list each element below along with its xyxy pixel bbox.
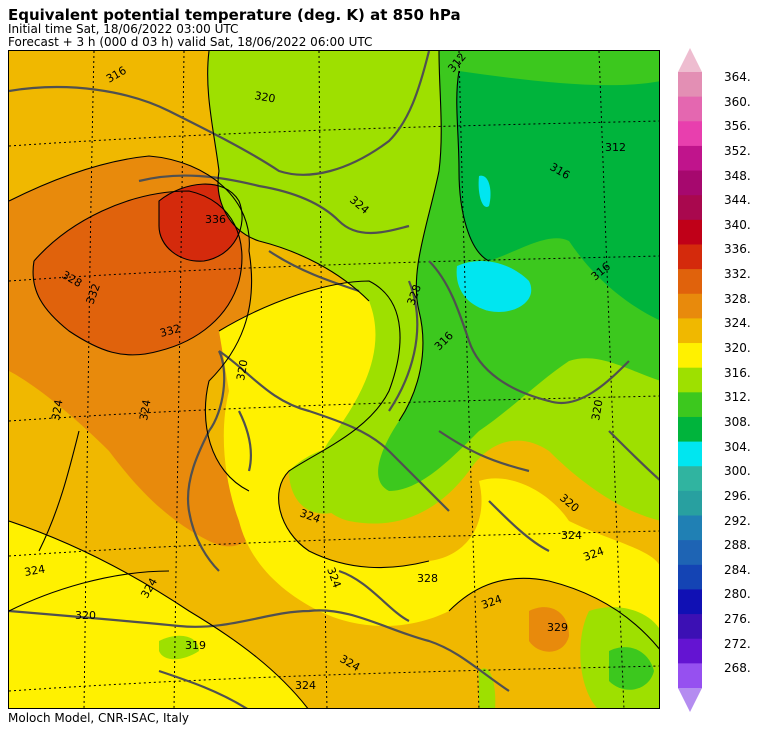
contour-label: 332 [158,322,182,340]
colorbar-level-label: 284. [724,562,751,577]
colorbar-swatch [678,293,702,319]
field-308 [456,71,659,320]
contour-label: 336 [205,213,226,226]
contour-label: 324 [49,399,65,422]
colorbar-level-label: 280. [724,587,751,602]
colorbar-level-label: 304. [724,439,751,454]
colorbar-swatch [678,318,702,344]
colorbar-level-label: 288. [724,538,751,553]
contour-label: 320 [234,359,250,382]
colorbar-arrow-top [678,48,702,72]
colorbar-swatch [678,490,702,517]
field-320-southwest [9,521,308,708]
colorbar-swatch [678,663,702,689]
contour-label: 320 [589,399,605,422]
colorbar-level-label: 360. [724,94,751,109]
contours [9,51,659,708]
colorbar-swatch [678,269,702,295]
contour-label: 320 [75,609,96,622]
coastlines [9,51,659,708]
contour-label: 324 [23,563,46,579]
colorbar-level-label: 344. [724,193,751,208]
colorbar-level-label: 312. [724,390,751,405]
colorbar-swatch [678,614,702,640]
colorbar-arrow-bottom [678,688,702,712]
contour-label: 324 [561,529,582,542]
colorbar-level-label: 336. [724,242,751,257]
colorbar-level-label: 300. [724,464,751,479]
colorbar-swatch [678,367,702,393]
colorbar-level-label: 324. [724,316,751,331]
colorbar-swatch [678,145,702,172]
colorbar-level-label: 296. [724,488,751,503]
field-312-southeast [609,647,654,690]
field-316-southwest [159,635,199,660]
colorbar-level-label: 268. [724,661,751,676]
colorbar-swatch [678,121,702,147]
colorbar-swatch [678,638,702,664]
contour-label: 324 [295,679,316,692]
colorbar-level-label: 356. [724,119,751,134]
field-304-cyan [456,261,532,312]
colorbar-swatch [678,244,702,270]
contour-label: 328 [417,572,438,585]
colorbar-level-label: 364. [724,70,751,84]
colorbar-swatch [678,219,702,245]
field-304-cyan-small [478,175,491,207]
colorbar-swatch [678,564,702,590]
colorbar-swatch [678,540,702,566]
colorbar-swatch [678,392,702,418]
colorbar-level-label: 340. [724,217,751,232]
field-316-tongue [289,444,372,514]
colorbar-swatch [678,96,702,122]
colorbar-level-label: 316. [724,365,751,380]
colorbar-level-label: 276. [724,612,751,627]
colorbar-level-label: 352. [724,143,751,158]
field-320-central [219,281,659,649]
colorbar [678,48,702,712]
colorbar-swatch [678,589,702,615]
colorbar-level-label: 320. [724,341,751,356]
contour-label: 319 [185,639,206,652]
colorbar-level-label: 272. [724,636,751,651]
colorbar-level-label: 308. [724,414,751,429]
map-title: Equivalent potential temperature (deg. K… [8,6,461,24]
colorbar-level-label: 332. [724,267,751,282]
colorbar-swatch [678,416,702,443]
contour-label: 329 [547,621,568,634]
forecast-valid-time: Forecast + 3 h (000 d 03 h) valid Sat, 1… [8,35,373,49]
colorbar-swatch [678,515,702,541]
contour-label: 320 [253,89,276,105]
contour-label: 312 [605,141,626,154]
colorbar-swatch [678,466,702,492]
colorbar-swatch [678,195,702,221]
model-credit: Moloch Model, CNR-ISAC, Italy [8,711,190,725]
initial-time: Initial time Sat, 18/06/2022 03:00 UTC [8,22,239,36]
contour-label: 324 [137,399,153,422]
colorbar-swatch [678,343,702,369]
colorbar-level-label: 348. [724,168,751,183]
colorbar-swatch [678,441,702,467]
equivalent-potential-temperature-map: 316 320 312 312 316 336 324 328 332 332 … [8,50,660,709]
colorbar-level-label: 328. [724,291,751,306]
colorbar-level-label: 292. [724,513,751,528]
colorbar-swatch [678,170,702,196]
colorbar-swatch [678,72,702,98]
field-328-southeast [529,607,569,652]
